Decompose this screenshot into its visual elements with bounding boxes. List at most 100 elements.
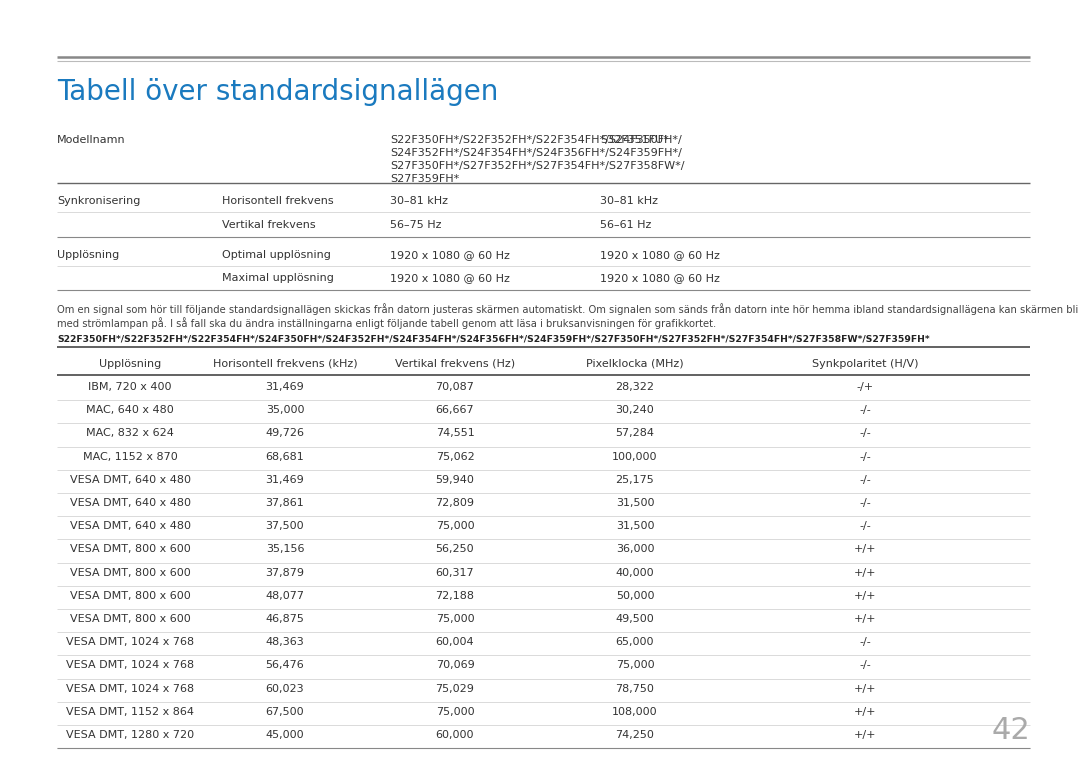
- Text: 46,875: 46,875: [266, 614, 305, 624]
- Text: S32F351FU*: S32F351FU*: [600, 135, 669, 145]
- Text: 60,023: 60,023: [266, 684, 305, 694]
- Text: +/+: +/+: [854, 707, 876, 716]
- Text: +/+: +/+: [854, 544, 876, 555]
- Text: -/-: -/-: [859, 637, 870, 647]
- Text: 37,861: 37,861: [266, 498, 305, 508]
- Text: VESA DMT, 800 x 600: VESA DMT, 800 x 600: [69, 544, 190, 555]
- Text: S24F352FH*/S24F354FH*/S24F356FH*/S24F359FH*/: S24F352FH*/S24F354FH*/S24F356FH*/S24F359…: [390, 148, 681, 158]
- Text: 74,551: 74,551: [435, 428, 474, 439]
- Text: 56–75 Hz: 56–75 Hz: [390, 220, 442, 230]
- Text: VESA DMT, 800 x 600: VESA DMT, 800 x 600: [69, 591, 190, 600]
- Text: VESA DMT, 800 x 600: VESA DMT, 800 x 600: [69, 614, 190, 624]
- Text: 1920 x 1080 @ 60 Hz: 1920 x 1080 @ 60 Hz: [390, 273, 510, 283]
- Text: 60,317: 60,317: [435, 568, 474, 578]
- Text: MAC, 832 x 624: MAC, 832 x 624: [86, 428, 174, 439]
- Text: S27F350FH*/S27F352FH*/S27F354FH*/S27F358FW*/: S27F350FH*/S27F352FH*/S27F354FH*/S27F358…: [390, 161, 685, 171]
- Text: +/+: +/+: [854, 614, 876, 624]
- Text: Horisontell frekvens (kHz): Horisontell frekvens (kHz): [213, 359, 357, 369]
- Text: 60,004: 60,004: [435, 637, 474, 647]
- Text: 74,250: 74,250: [616, 730, 654, 740]
- Text: S22F350FH*/S22F352FH*/S22F354FH*/S24F350FH*/S24F352FH*/S24F354FH*/S24F356FH*/S24: S22F350FH*/S22F352FH*/S22F354FH*/S24F350…: [57, 335, 930, 344]
- Text: Maximal upplösning: Maximal upplösning: [222, 273, 334, 283]
- Text: 67,500: 67,500: [266, 707, 305, 716]
- Text: 75,029: 75,029: [435, 684, 474, 694]
- Text: 56,476: 56,476: [266, 661, 305, 671]
- Text: -/-: -/-: [859, 428, 870, 439]
- Text: 72,188: 72,188: [435, 591, 474, 600]
- Text: 49,500: 49,500: [616, 614, 654, 624]
- Text: 70,069: 70,069: [435, 661, 474, 671]
- Text: Upplösning: Upplösning: [57, 250, 119, 260]
- Text: 1920 x 1080 @ 60 Hz: 1920 x 1080 @ 60 Hz: [600, 273, 720, 283]
- Text: 30–81 kHz: 30–81 kHz: [390, 196, 448, 206]
- Text: 59,940: 59,940: [435, 475, 474, 485]
- Text: 35,000: 35,000: [266, 405, 305, 415]
- Text: Optimal upplösning: Optimal upplösning: [222, 250, 330, 260]
- Text: 42: 42: [991, 716, 1030, 745]
- Text: 48,363: 48,363: [266, 637, 305, 647]
- Text: -/+: -/+: [856, 382, 874, 392]
- Text: 36,000: 36,000: [616, 544, 654, 555]
- Text: 31,500: 31,500: [616, 498, 654, 508]
- Text: VESA DMT, 800 x 600: VESA DMT, 800 x 600: [69, 568, 190, 578]
- Text: 35,156: 35,156: [266, 544, 305, 555]
- Text: 37,500: 37,500: [266, 521, 305, 531]
- Text: 60,000: 60,000: [435, 730, 474, 740]
- Text: Vertikal frekvens (Hz): Vertikal frekvens (Hz): [395, 359, 515, 369]
- Text: 78,750: 78,750: [616, 684, 654, 694]
- Text: 57,284: 57,284: [616, 428, 654, 439]
- Text: 49,726: 49,726: [266, 428, 305, 439]
- Text: VESA DMT, 640 x 480: VESA DMT, 640 x 480: [69, 498, 190, 508]
- Text: 70,087: 70,087: [435, 382, 474, 392]
- Text: Om en signal som hör till följande standardsignallägen skickas från datorn juste: Om en signal som hör till följande stand…: [57, 303, 1080, 315]
- Text: VESA DMT, 1152 x 864: VESA DMT, 1152 x 864: [66, 707, 194, 716]
- Text: 75,000: 75,000: [616, 661, 654, 671]
- Text: Horisontell frekvens: Horisontell frekvens: [222, 196, 334, 206]
- Text: S22F350FH*/S22F352FH*/S22F354FH*/S24F350FH*/: S22F350FH*/S22F352FH*/S22F354FH*/S24F350…: [390, 135, 681, 145]
- Text: 75,062: 75,062: [435, 452, 474, 462]
- Text: +/+: +/+: [854, 684, 876, 694]
- Text: S27F359FH*: S27F359FH*: [390, 174, 459, 184]
- Text: 48,077: 48,077: [266, 591, 305, 600]
- Text: 68,681: 68,681: [266, 452, 305, 462]
- Text: Vertikal frekvens: Vertikal frekvens: [222, 220, 315, 230]
- Text: 31,469: 31,469: [266, 382, 305, 392]
- Text: -/-: -/-: [859, 452, 870, 462]
- Text: VESA DMT, 1280 x 720: VESA DMT, 1280 x 720: [66, 730, 194, 740]
- Text: 75,000: 75,000: [435, 614, 474, 624]
- Text: -/-: -/-: [859, 498, 870, 508]
- Text: VESA DMT, 640 x 480: VESA DMT, 640 x 480: [69, 475, 190, 485]
- Text: VESA DMT, 1024 x 768: VESA DMT, 1024 x 768: [66, 661, 194, 671]
- Text: 1920 x 1080 @ 60 Hz: 1920 x 1080 @ 60 Hz: [600, 250, 720, 260]
- Text: 40,000: 40,000: [616, 568, 654, 578]
- Text: 31,500: 31,500: [616, 521, 654, 531]
- Text: 50,000: 50,000: [616, 591, 654, 600]
- Text: VESA DMT, 1024 x 768: VESA DMT, 1024 x 768: [66, 684, 194, 694]
- Text: Synkronisering: Synkronisering: [57, 196, 140, 206]
- Text: 75,000: 75,000: [435, 707, 474, 716]
- Text: 25,175: 25,175: [616, 475, 654, 485]
- Text: 28,322: 28,322: [616, 382, 654, 392]
- Text: MAC, 640 x 480: MAC, 640 x 480: [86, 405, 174, 415]
- Text: VESA DMT, 640 x 480: VESA DMT, 640 x 480: [69, 521, 190, 531]
- Text: Pixelklocka (MHz): Pixelklocka (MHz): [586, 359, 684, 369]
- Text: Tabell över standardsignallägen: Tabell över standardsignallägen: [57, 78, 498, 106]
- Text: 65,000: 65,000: [616, 637, 654, 647]
- Text: Synkpolaritet (H/V): Synkpolaritet (H/V): [812, 359, 918, 369]
- Text: 56–61 Hz: 56–61 Hz: [600, 220, 651, 230]
- Text: 31,469: 31,469: [266, 475, 305, 485]
- Text: -/-: -/-: [859, 475, 870, 485]
- Text: +/+: +/+: [854, 591, 876, 600]
- Text: 30–81 kHz: 30–81 kHz: [600, 196, 658, 206]
- Text: 66,667: 66,667: [435, 405, 474, 415]
- Text: -/-: -/-: [859, 405, 870, 415]
- Text: 37,879: 37,879: [266, 568, 305, 578]
- Text: 72,809: 72,809: [435, 498, 474, 508]
- Text: +/+: +/+: [854, 568, 876, 578]
- Text: Modellnamn: Modellnamn: [57, 135, 125, 145]
- Text: 100,000: 100,000: [612, 452, 658, 462]
- Text: MAC, 1152 x 870: MAC, 1152 x 870: [83, 452, 177, 462]
- Text: -/-: -/-: [859, 521, 870, 531]
- Text: IBM, 720 x 400: IBM, 720 x 400: [89, 382, 172, 392]
- Text: med strömlampan på. I så fall ska du ändra inställningarna enligt följande tabel: med strömlampan på. I så fall ska du änd…: [57, 317, 716, 329]
